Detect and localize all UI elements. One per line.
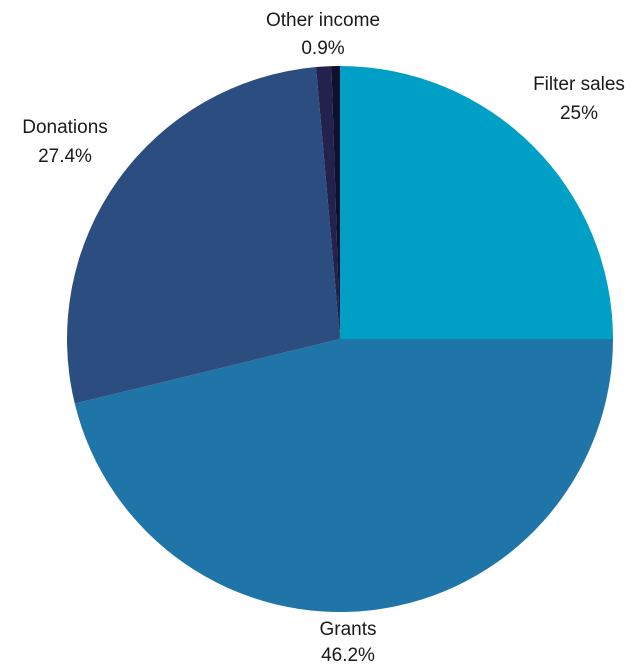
slice-label-donations: Donations: [22, 117, 108, 138]
pie-slice-unlabeled: [331, 65, 340, 339]
slice-value-other-income: 0.9%: [301, 38, 344, 59]
slice-label-other-income: Other income: [266, 10, 380, 31]
pie-slice-filter-sales: [340, 66, 613, 339]
pie-labels: Other income 0.9% Filter sales 25% Donat…: [22, 10, 625, 665]
pie-slice-other-income: [316, 66, 340, 339]
slice-label-grants: Grants: [319, 619, 376, 640]
pie-slices: [66, 65, 614, 613]
slice-value-filter-sales: 25%: [560, 103, 598, 124]
slice-value-donations: 27.4%: [38, 146, 92, 167]
slice-value-grants: 46.2%: [321, 645, 375, 665]
pie-slice-donations: [66, 67, 340, 404]
slice-label-filter-sales: Filter sales: [533, 74, 625, 95]
pie-slice-grants: [74, 339, 614, 613]
